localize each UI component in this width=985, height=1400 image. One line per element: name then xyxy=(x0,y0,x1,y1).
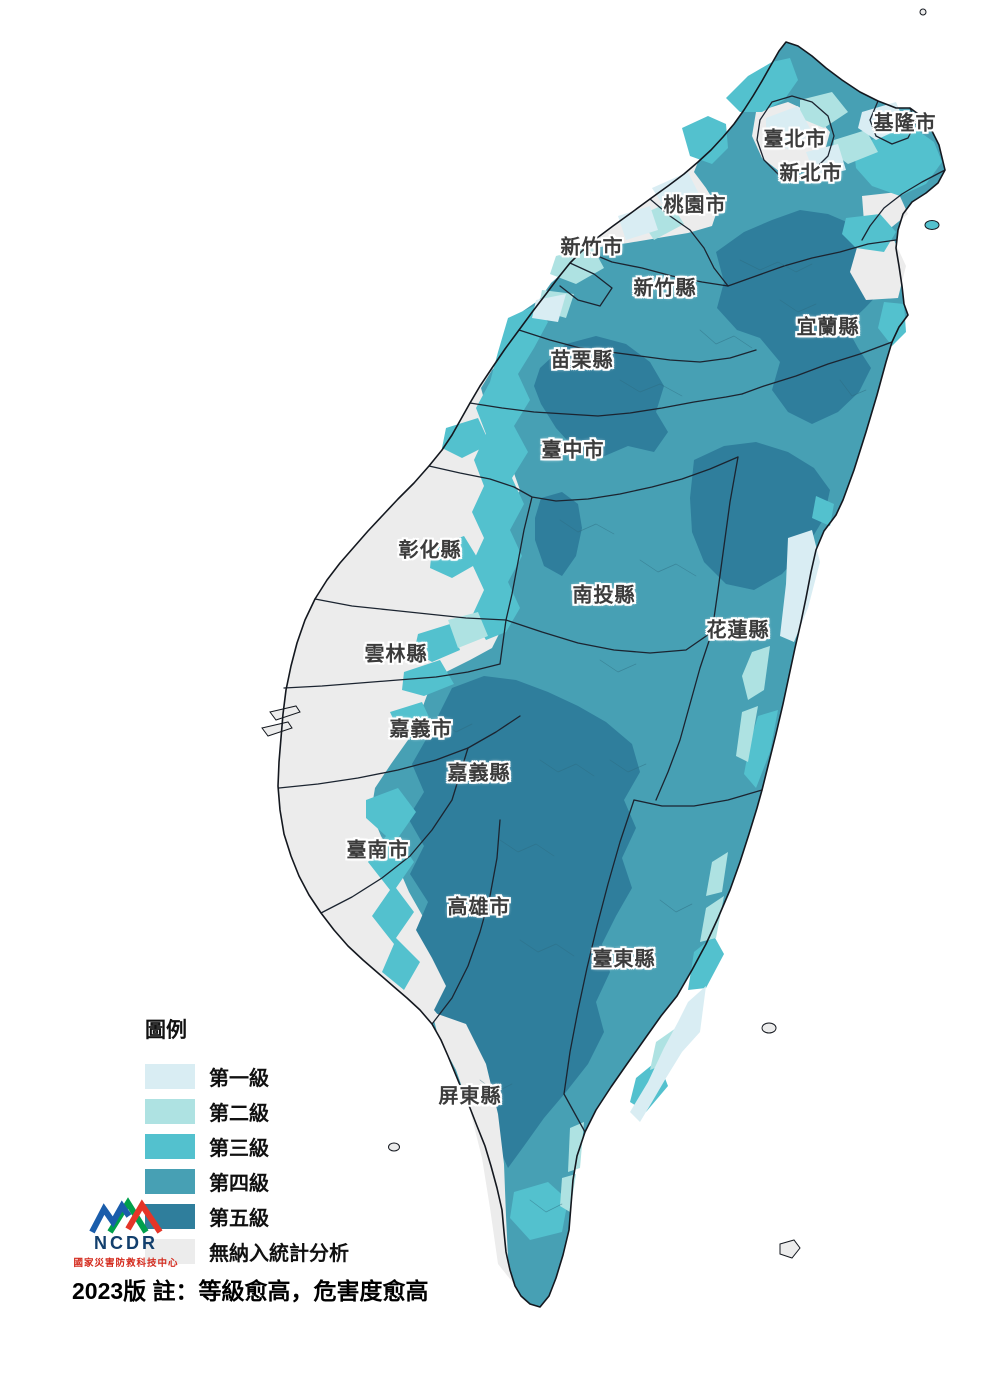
legend-swatch-level2 xyxy=(145,1099,195,1124)
legend-label-level3: 第三級 xyxy=(209,1138,269,1160)
legend-swatch-level1 xyxy=(145,1064,195,1089)
map-label-hualien: 花蓮縣 xyxy=(706,619,770,642)
ncdr-logo-org-name: 國家災害防救科技中心 xyxy=(73,1257,179,1269)
legend-swatch-level4 xyxy=(145,1169,195,1194)
map-label-new-taipei: 新北市 xyxy=(779,162,843,185)
map-label-taipei: 臺北市 xyxy=(763,128,827,151)
region-gray-pingtung-plain xyxy=(432,1012,514,1284)
map-label-kaohsiung: 高雄市 xyxy=(447,896,511,919)
map-label-yilan: 宜蘭縣 xyxy=(796,316,860,339)
map-label-taichung: 臺中市 xyxy=(541,439,605,462)
orchid-island xyxy=(779,1239,801,1259)
legend-row-level3: 第三級 xyxy=(145,1134,349,1160)
ncdr-logo: NCDR 國家災害防救科技中心 xyxy=(56,1196,196,1269)
legend-swatch-level3 xyxy=(145,1134,195,1159)
region-level5-taichung xyxy=(535,492,582,576)
liuqiu-island xyxy=(388,1142,400,1152)
sandbar-islet xyxy=(269,705,301,721)
map-label-taoyuan: 桃園市 xyxy=(663,194,727,217)
legend-title: 圖例 xyxy=(145,1019,187,1042)
sandbar-islet xyxy=(261,721,293,737)
map-label-chiayi-county: 嘉義縣 xyxy=(447,762,511,785)
legend-label-level1: 第一級 xyxy=(209,1068,269,1090)
legend-row-level2: 第二級 xyxy=(145,1099,349,1125)
map-label-changhua: 彰化縣 xyxy=(398,539,462,562)
legend-row-level1: 第一級 xyxy=(145,1064,349,1090)
map-label-tainan: 臺南市 xyxy=(346,839,410,862)
map-label-hsinchu-county: 新竹縣 xyxy=(633,277,697,300)
mountains-icon xyxy=(89,1197,163,1234)
offshore-islands xyxy=(261,8,940,1259)
map-label-hsinchu-city: 新竹市 xyxy=(560,236,624,259)
legend-label-level2: 第二級 xyxy=(209,1103,269,1125)
legend: 圖例 第一級第二級第三級第四級第五級無納入統計分析 xyxy=(145,1014,349,1274)
region-gray-yilan-plain xyxy=(850,240,906,300)
green-island xyxy=(761,1022,777,1034)
blue-mountain xyxy=(89,1200,132,1234)
map-label-taitung: 臺東縣 xyxy=(592,948,656,971)
guishan-island xyxy=(924,220,940,230)
legend-swatch-no-data xyxy=(145,1239,195,1264)
map-label-pingtung: 屏東縣 xyxy=(438,1085,502,1108)
region-level5-north xyxy=(716,210,891,424)
coastline xyxy=(277,41,946,1308)
map-label-keelung: 基隆市 xyxy=(873,112,937,135)
map-label-miaoli: 苗栗縣 xyxy=(550,349,614,372)
township-borders xyxy=(439,259,867,1213)
legend-row-no-data: 無納入統計分析 xyxy=(145,1239,349,1265)
map-label-nantou: 南投縣 xyxy=(572,584,636,607)
ncdr-logo-mark xyxy=(88,1196,164,1234)
regions-level3 xyxy=(366,58,942,1240)
legend-label-no-data: 無納入統計分析 xyxy=(209,1243,349,1265)
map-label-chiayi-city: 嘉義市 xyxy=(389,718,453,741)
red-mountain xyxy=(125,1199,163,1234)
ncdr-logo-acronym: NCDR xyxy=(94,1233,158,1253)
legend-items: 第一級第二級第三級第四級第五級無納入統計分析 xyxy=(145,1064,349,1265)
county-borders xyxy=(278,95,946,1133)
regions-level1 xyxy=(532,102,906,1122)
legend-label-level5: 第五級 xyxy=(209,1208,269,1230)
pengjia-islet xyxy=(919,8,927,16)
legend-row-level4: 第四級 xyxy=(145,1169,349,1195)
region-level5-miaoli xyxy=(534,336,668,458)
map-label-yunlin: 雲林縣 xyxy=(364,643,428,666)
map-caption: 2023版 註：等級愈高，危害度愈高 xyxy=(72,1278,429,1304)
legend-label-level4: 第四級 xyxy=(209,1173,269,1195)
